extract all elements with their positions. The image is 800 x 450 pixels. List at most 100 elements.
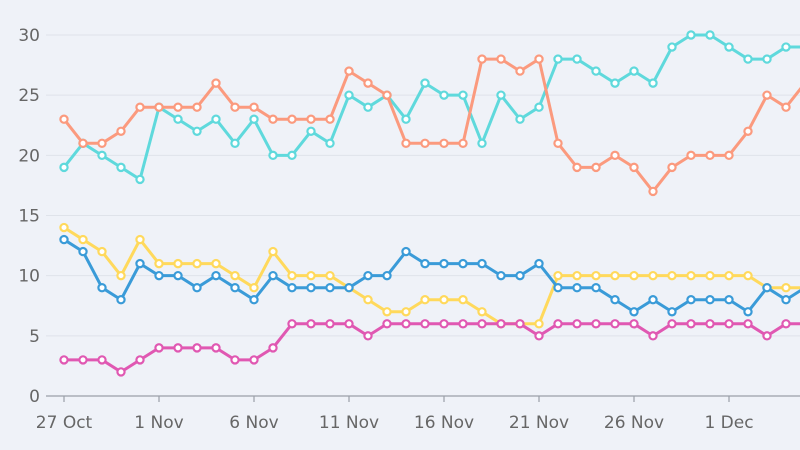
series-1-point[interactable] bbox=[724, 42, 734, 52]
series-1-point[interactable] bbox=[496, 90, 506, 100]
series-1-point[interactable] bbox=[135, 174, 145, 185]
series-1-point[interactable] bbox=[401, 114, 411, 124]
series-1-point[interactable] bbox=[629, 66, 639, 76]
series-3-point[interactable] bbox=[154, 258, 164, 269]
series-5-point[interactable] bbox=[249, 355, 259, 365]
series-1-point[interactable] bbox=[211, 114, 221, 124]
series-4-point[interactable] bbox=[496, 270, 506, 281]
series-4-point[interactable] bbox=[515, 270, 525, 281]
series-5-point[interactable] bbox=[477, 319, 487, 329]
series-1-point[interactable] bbox=[230, 138, 240, 148]
series-4-point[interactable] bbox=[97, 283, 107, 293]
series-2-point[interactable] bbox=[268, 114, 278, 124]
series-4-point[interactable] bbox=[211, 270, 221, 281]
series-5-point[interactable] bbox=[116, 367, 126, 377]
series-4-point[interactable] bbox=[743, 307, 753, 317]
series-2-point[interactable] bbox=[686, 150, 696, 161]
series-3-point[interactable] bbox=[572, 270, 582, 281]
series-5-point[interactable] bbox=[344, 319, 354, 329]
series-3-point[interactable] bbox=[667, 270, 677, 281]
series-4-point[interactable] bbox=[534, 258, 544, 269]
series-1-point[interactable] bbox=[762, 54, 772, 64]
series-5-point[interactable] bbox=[306, 319, 316, 329]
series-5-point[interactable] bbox=[762, 331, 772, 341]
series-5-point[interactable] bbox=[97, 355, 107, 365]
series-2-point[interactable] bbox=[743, 126, 753, 136]
series-4-point[interactable] bbox=[705, 295, 715, 305]
series-4-point[interactable] bbox=[59, 234, 69, 245]
series-3-point[interactable] bbox=[230, 270, 240, 281]
series-2-point[interactable] bbox=[553, 138, 563, 148]
series-5-point[interactable] bbox=[363, 331, 373, 341]
series-4-point[interactable] bbox=[268, 270, 278, 281]
series-4-point[interactable] bbox=[382, 270, 392, 281]
series-3-point[interactable] bbox=[249, 283, 259, 293]
series-2-point[interactable] bbox=[534, 54, 544, 64]
series-2-point[interactable] bbox=[249, 102, 259, 112]
series-1-point[interactable] bbox=[97, 150, 107, 161]
series-4-point[interactable] bbox=[249, 295, 259, 305]
series-1-point[interactable] bbox=[116, 162, 126, 173]
series-1-point[interactable] bbox=[363, 102, 373, 112]
series-2-point[interactable] bbox=[325, 114, 335, 124]
series-5-point[interactable] bbox=[705, 319, 715, 329]
series-1-point[interactable] bbox=[743, 54, 753, 64]
series-2-point[interactable] bbox=[439, 138, 449, 148]
series-5-point[interactable] bbox=[667, 319, 677, 329]
series-5-point[interactable] bbox=[724, 319, 734, 329]
series-2-point[interactable] bbox=[116, 126, 126, 136]
series-3-point[interactable] bbox=[59, 222, 69, 233]
series-4-point[interactable] bbox=[781, 295, 791, 305]
series-3-point[interactable] bbox=[135, 234, 145, 245]
series-3-point[interactable] bbox=[781, 283, 791, 293]
series-5-point[interactable] bbox=[458, 319, 468, 329]
series-5-point[interactable] bbox=[135, 355, 145, 365]
series-2-point[interactable] bbox=[230, 102, 240, 112]
series-1-point[interactable] bbox=[439, 90, 449, 100]
series-3-point[interactable] bbox=[401, 307, 411, 317]
series-5-point[interactable] bbox=[154, 343, 164, 353]
series-5-point[interactable] bbox=[268, 343, 278, 353]
series-3-point[interactable] bbox=[306, 270, 316, 281]
series-5-point[interactable] bbox=[382, 319, 392, 329]
series-4-point[interactable] bbox=[325, 283, 335, 293]
series-1-point[interactable] bbox=[667, 42, 677, 52]
series-4-point[interactable] bbox=[173, 270, 183, 281]
series-3-point[interactable] bbox=[268, 246, 278, 257]
series-2-point[interactable] bbox=[287, 114, 297, 124]
series-3-point[interactable] bbox=[363, 295, 373, 305]
series-3-point[interactable] bbox=[439, 295, 449, 305]
series-5-point[interactable] bbox=[515, 319, 525, 329]
series-4-point[interactable] bbox=[762, 283, 772, 293]
series-3-point[interactable] bbox=[192, 258, 202, 269]
series-5-point[interactable] bbox=[686, 319, 696, 329]
series-2-point[interactable] bbox=[591, 162, 601, 173]
series-2-point[interactable] bbox=[173, 102, 183, 112]
series-5-point[interactable] bbox=[781, 319, 791, 329]
series-2-point[interactable] bbox=[458, 138, 468, 148]
series-1-point[interactable] bbox=[610, 78, 620, 88]
series-1-point[interactable] bbox=[173, 114, 183, 124]
series-4-point[interactable] bbox=[344, 283, 354, 293]
series-3-point[interactable] bbox=[211, 258, 221, 269]
series-1-point[interactable] bbox=[515, 114, 525, 124]
series-4-point[interactable] bbox=[477, 258, 487, 269]
series-1-point[interactable] bbox=[553, 54, 563, 64]
series-5-point[interactable] bbox=[325, 319, 335, 329]
series-4-point[interactable] bbox=[629, 307, 639, 317]
series-1-point[interactable] bbox=[306, 126, 316, 136]
series-1-point[interactable] bbox=[458, 90, 468, 100]
series-2-point[interactable] bbox=[420, 138, 430, 148]
series-3-point[interactable] bbox=[534, 319, 544, 329]
series-2-point[interactable] bbox=[762, 90, 772, 100]
series-2-point[interactable] bbox=[344, 66, 354, 76]
series-2-point[interactable] bbox=[211, 78, 221, 88]
series-2-point[interactable] bbox=[382, 90, 392, 100]
series-2-point[interactable] bbox=[667, 162, 677, 173]
series-3-point[interactable] bbox=[591, 270, 601, 281]
series-5-point[interactable] bbox=[192, 343, 202, 353]
series-2-point[interactable] bbox=[306, 114, 316, 124]
series-3-point[interactable] bbox=[629, 270, 639, 281]
series-2-point[interactable] bbox=[572, 162, 582, 173]
series-1-point[interactable] bbox=[287, 150, 297, 161]
